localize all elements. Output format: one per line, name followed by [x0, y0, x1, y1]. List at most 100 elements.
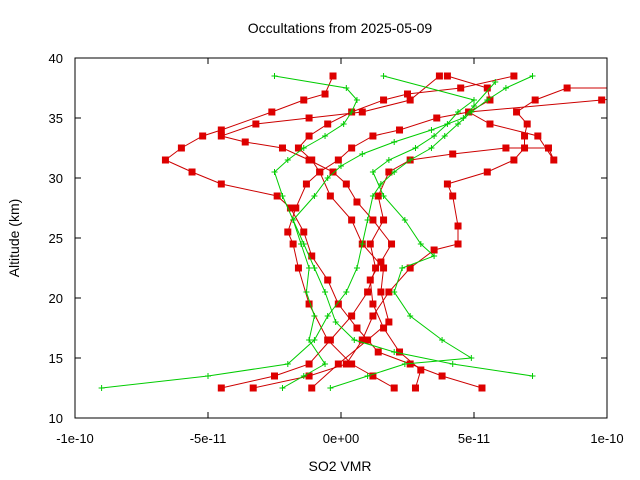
- red-square-point: [483, 84, 491, 92]
- green-plus-point: [306, 265, 313, 271]
- red-square-point: [366, 276, 374, 284]
- green-plus-point: [428, 145, 435, 151]
- red-square-point: [348, 312, 356, 320]
- red-square-point: [380, 324, 388, 332]
- green-plus-point: [391, 349, 398, 355]
- chart-title: Occultations from 2025-05-09: [248, 20, 433, 36]
- green-plus-point: [529, 73, 536, 79]
- green-plus-point: [431, 253, 438, 259]
- green-plus-point: [353, 97, 360, 103]
- red-square-point: [531, 96, 539, 104]
- green-series-line: [330, 75, 476, 389]
- red-square-point: [268, 108, 276, 116]
- red-square-point: [390, 384, 398, 392]
- y-tick-label: 35: [49, 111, 63, 126]
- red-square-point: [449, 192, 457, 200]
- red-square-point: [308, 384, 316, 392]
- red-square-point: [377, 288, 385, 296]
- x-tick-label: 1e-10: [590, 431, 623, 446]
- green-plus-point: [338, 163, 344, 169]
- red-square-point: [286, 204, 294, 212]
- green-plus-point: [399, 265, 406, 271]
- red-square-point: [326, 336, 334, 344]
- red-square-point: [430, 246, 438, 254]
- x-tick-label: 5e-11: [458, 431, 490, 446]
- green-plus-point: [460, 115, 467, 121]
- red-square-point: [521, 132, 529, 140]
- green-plus-point: [351, 337, 358, 343]
- red-square-point: [521, 144, 529, 152]
- green-plus-point: [369, 169, 376, 175]
- green-plus-point: [343, 289, 350, 295]
- red-square-point: [334, 300, 342, 308]
- red-square-point: [358, 336, 366, 344]
- x-tick-label: 0e+00: [323, 431, 360, 446]
- red-square-point: [374, 348, 382, 356]
- green-plus-point: [322, 361, 329, 367]
- red-square-point: [241, 138, 249, 146]
- red-square-point: [598, 96, 606, 104]
- red-square-point: [443, 72, 451, 80]
- red-square-point: [443, 180, 451, 188]
- green-plus-point: [340, 121, 347, 127]
- red-square-point: [358, 108, 366, 116]
- green-series-3: [279, 79, 499, 391]
- red-square-point: [305, 300, 313, 308]
- red-square-point: [372, 264, 380, 272]
- red-square-point: [294, 144, 302, 152]
- green-plus-point: [431, 133, 438, 139]
- red-square-point: [369, 372, 377, 380]
- red-square-point: [217, 180, 225, 188]
- green-plus-point: [428, 127, 435, 133]
- red-square-point: [396, 126, 404, 134]
- red-square-point: [369, 216, 377, 224]
- red-square-point: [353, 324, 361, 332]
- red-square-point: [342, 180, 350, 188]
- red-square-point: [510, 72, 518, 80]
- red-square-point: [502, 144, 510, 152]
- green-plus-point: [279, 193, 286, 199]
- green-plus-point: [271, 169, 278, 175]
- green-plus-point: [311, 313, 318, 319]
- red-square-point: [161, 156, 169, 164]
- red-square-point: [388, 240, 396, 248]
- red-square-point: [249, 384, 257, 392]
- green-plus-point: [322, 289, 329, 295]
- red-square-point: [404, 90, 411, 98]
- green-series-line: [282, 81, 496, 389]
- red-square-point: [544, 144, 552, 152]
- red-square-point: [563, 84, 571, 92]
- y-axis-label: Altitude (km): [6, 199, 22, 278]
- green-plus-point: [377, 181, 384, 187]
- green-plus-point: [391, 289, 398, 295]
- red-square-point: [300, 228, 308, 236]
- red-square-point: [326, 192, 334, 200]
- green-plus-point: [324, 313, 331, 319]
- red-square-point: [417, 366, 425, 374]
- red-square-point: [305, 132, 313, 140]
- plot-area: [98, 72, 607, 392]
- green-plus-point: [343, 85, 350, 91]
- red-square-point: [369, 132, 377, 140]
- green-plus-point: [380, 73, 387, 79]
- x-tick-label: -5e-11: [190, 431, 227, 446]
- red-square-point: [284, 228, 292, 236]
- green-plus-point: [455, 109, 462, 115]
- red-square-point: [364, 336, 372, 344]
- red-square-point: [449, 150, 457, 158]
- green-plus-point: [284, 361, 291, 367]
- red-square-point: [199, 132, 207, 140]
- y-tick-label: 15: [49, 351, 63, 366]
- red-square-point: [510, 156, 518, 164]
- red-square-point: [435, 72, 443, 80]
- green-plus-point: [322, 133, 329, 139]
- red-square-point: [305, 156, 313, 164]
- red-square-point: [334, 156, 342, 164]
- red-square-point: [305, 372, 313, 380]
- red-square-point: [534, 132, 542, 140]
- red-square-point: [348, 216, 356, 224]
- series-group: [98, 72, 607, 392]
- red-square-point: [278, 144, 286, 152]
- green-plus-point: [407, 157, 414, 163]
